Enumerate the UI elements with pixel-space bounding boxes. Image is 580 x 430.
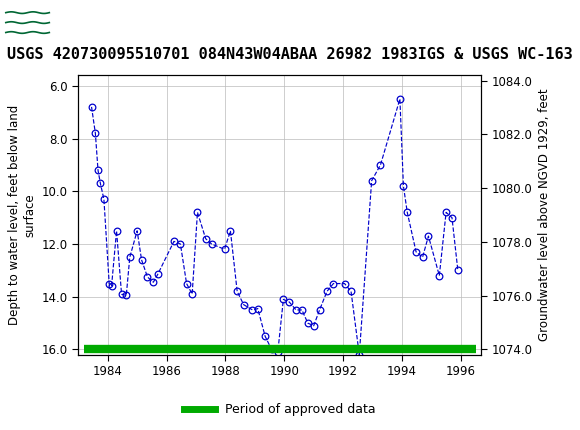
Text: USGS 420730095510701 084N43W04ABAA 26982 1983IGS & USGS WC-163: USGS 420730095510701 084N43W04ABAA 26982… (7, 47, 573, 62)
Bar (5, 3, 68, 42)
Text: USGS: USGS (72, 12, 136, 33)
Y-axis label: Groundwater level above NGVD 1929, feet: Groundwater level above NGVD 1929, feet (538, 89, 552, 341)
Y-axis label: Depth to water level, feet below land
surface: Depth to water level, feet below land su… (8, 105, 36, 325)
Legend: Period of approved data: Period of approved data (179, 398, 381, 421)
